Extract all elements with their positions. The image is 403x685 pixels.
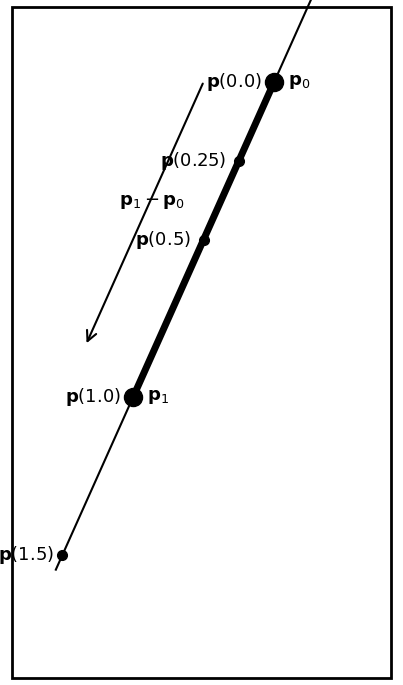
Text: $\mathbf{p}(1.0)$: $\mathbf{p}(1.0)$ xyxy=(65,386,121,408)
Text: $\mathbf{p}_1 - \mathbf{p}_0$: $\mathbf{p}_1 - \mathbf{p}_0$ xyxy=(119,193,185,211)
Text: $\mathbf{p}_0$: $\mathbf{p}_0$ xyxy=(288,73,310,91)
Text: $\mathbf{p}(0.25)$: $\mathbf{p}(0.25)$ xyxy=(160,150,226,172)
Text: $\mathbf{p}(1.5)$: $\mathbf{p}(1.5)$ xyxy=(0,544,54,566)
Text: $\mathbf{p}(0.0)$: $\mathbf{p}(0.0)$ xyxy=(206,71,262,93)
Text: $\mathbf{p}(0.5)$: $\mathbf{p}(0.5)$ xyxy=(135,229,191,251)
Text: $\mathbf{p}_1$: $\mathbf{p}_1$ xyxy=(147,388,169,406)
